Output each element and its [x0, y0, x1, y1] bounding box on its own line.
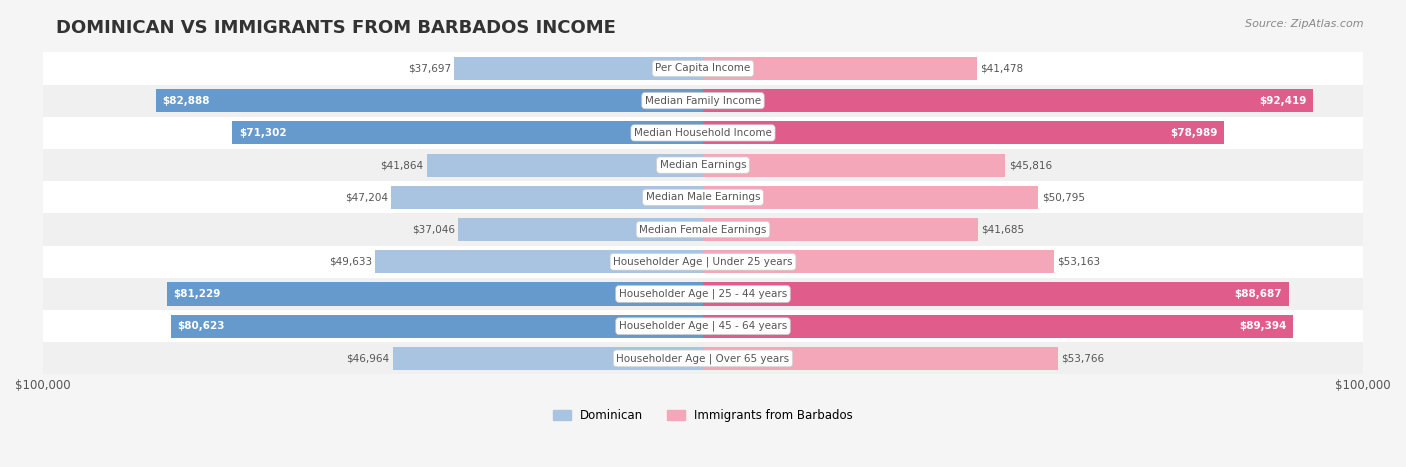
Bar	[703, 89, 1313, 112]
Bar	[232, 121, 703, 144]
Bar	[703, 283, 1288, 305]
Text: Householder Age | 25 - 44 years: Householder Age | 25 - 44 years	[619, 289, 787, 299]
Text: $71,302: $71,302	[239, 128, 287, 138]
Bar	[703, 347, 1057, 370]
Bar	[703, 154, 1005, 177]
Text: Median Male Earnings: Median Male Earnings	[645, 192, 761, 202]
Bar	[167, 283, 703, 305]
Bar	[42, 342, 1364, 375]
Text: $45,816: $45,816	[1008, 160, 1052, 170]
Bar	[42, 213, 1364, 246]
Text: $46,964: $46,964	[346, 354, 389, 363]
Text: $81,229: $81,229	[173, 289, 221, 299]
Bar	[170, 315, 703, 338]
Text: $41,685: $41,685	[981, 225, 1025, 234]
Bar	[42, 85, 1364, 117]
Text: Median Family Income: Median Family Income	[645, 96, 761, 106]
Bar	[42, 149, 1364, 181]
Text: Median Household Income: Median Household Income	[634, 128, 772, 138]
Text: $37,046: $37,046	[412, 225, 456, 234]
Bar	[392, 347, 703, 370]
Text: Source: ZipAtlas.com: Source: ZipAtlas.com	[1246, 19, 1364, 28]
Text: $82,888: $82,888	[162, 96, 209, 106]
Bar	[156, 89, 703, 112]
Text: Median Earnings: Median Earnings	[659, 160, 747, 170]
Bar	[703, 186, 1039, 209]
Text: $88,687: $88,687	[1234, 289, 1282, 299]
Text: $89,394: $89,394	[1239, 321, 1286, 331]
Text: DOMINICAN VS IMMIGRANTS FROM BARBADOS INCOME: DOMINICAN VS IMMIGRANTS FROM BARBADOS IN…	[56, 19, 616, 37]
Text: Per Capita Income: Per Capita Income	[655, 64, 751, 73]
Text: $53,766: $53,766	[1062, 354, 1104, 363]
Bar	[426, 154, 703, 177]
Bar	[391, 186, 703, 209]
Bar	[42, 181, 1364, 213]
Text: $78,989: $78,989	[1171, 128, 1218, 138]
Bar	[703, 250, 1054, 273]
Text: Householder Age | 45 - 64 years: Householder Age | 45 - 64 years	[619, 321, 787, 332]
Bar	[703, 218, 979, 241]
Text: $47,204: $47,204	[344, 192, 388, 202]
Bar	[42, 278, 1364, 310]
Bar	[42, 52, 1364, 85]
Text: $37,697: $37,697	[408, 64, 451, 73]
Text: $80,623: $80,623	[177, 321, 225, 331]
Text: Householder Age | Under 25 years: Householder Age | Under 25 years	[613, 256, 793, 267]
Text: $53,163: $53,163	[1057, 257, 1101, 267]
Bar	[703, 315, 1294, 338]
Legend: Dominican, Immigrants from Barbados: Dominican, Immigrants from Barbados	[548, 404, 858, 426]
Bar	[703, 57, 977, 80]
Bar	[42, 246, 1364, 278]
Bar	[42, 310, 1364, 342]
Text: Householder Age | Over 65 years: Householder Age | Over 65 years	[616, 353, 790, 364]
Text: $92,419: $92,419	[1260, 96, 1306, 106]
Bar	[42, 117, 1364, 149]
Text: Median Female Earnings: Median Female Earnings	[640, 225, 766, 234]
Text: $50,795: $50,795	[1042, 192, 1084, 202]
Text: $41,478: $41,478	[980, 64, 1024, 73]
Text: $49,633: $49,633	[329, 257, 373, 267]
Bar	[375, 250, 703, 273]
Bar	[454, 57, 703, 80]
Text: $41,864: $41,864	[380, 160, 423, 170]
Bar	[458, 218, 703, 241]
Bar	[703, 121, 1225, 144]
